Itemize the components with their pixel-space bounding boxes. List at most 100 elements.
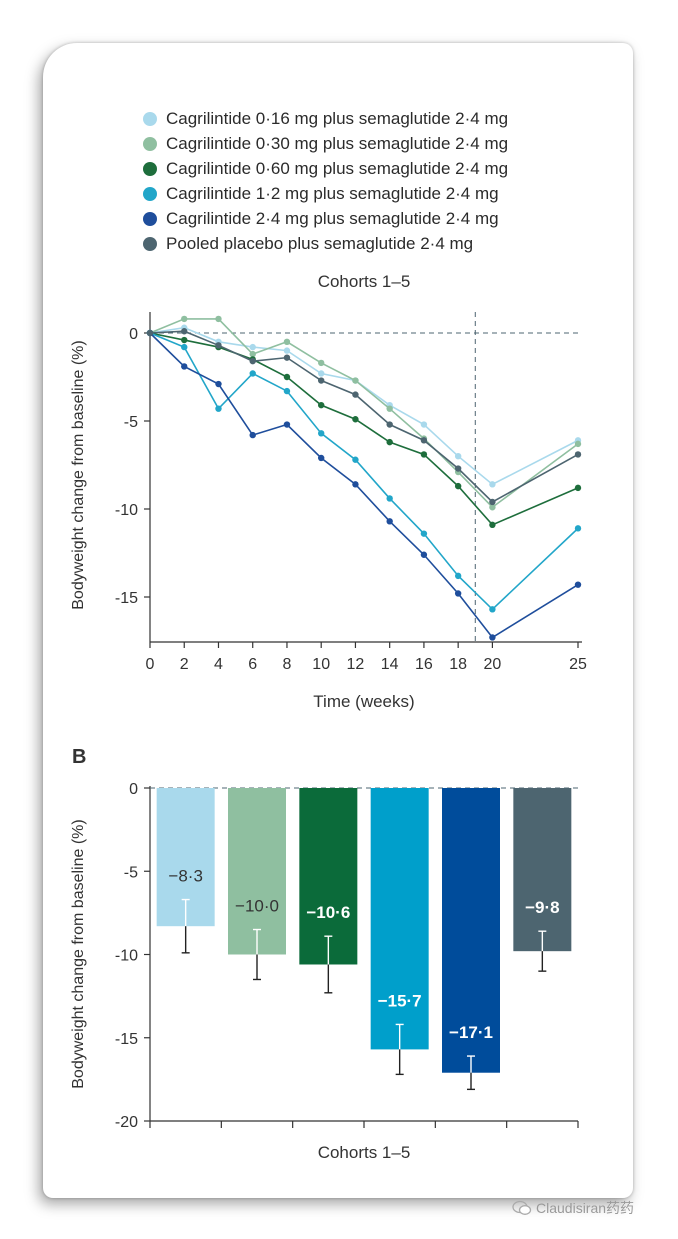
panel-a-plot: 0 -5 -10 -15 0 2 4 6 8 10 12 14 16 18 20 25 — [115, 312, 587, 673]
series-line — [149, 332, 579, 639]
data-point — [489, 481, 496, 488]
data-point — [574, 525, 582, 532]
x-tick-label: 12 — [347, 656, 365, 673]
x-tick-label: 8 — [283, 656, 292, 673]
data-point — [420, 551, 428, 558]
legend-label: Cagrilintide 0·60 mg plus semaglutide 2·… — [166, 158, 509, 178]
series-line — [149, 318, 579, 509]
panel-b-xlabel: Cohorts 1–5 — [318, 1143, 411, 1162]
data-point — [420, 530, 428, 537]
legend-marker — [143, 111, 157, 126]
data-point — [249, 350, 256, 358]
data-point — [283, 347, 291, 354]
x-tick-label: 20 — [484, 656, 502, 673]
data-point — [386, 518, 393, 525]
y-tick-label: 0 — [129, 326, 138, 343]
x-tick-label: 10 — [312, 656, 330, 673]
legend-label: Pooled placebo plus semaglutide 2·4 mg — [166, 233, 474, 253]
x-tick-label: 16 — [415, 656, 433, 673]
series-line — [149, 332, 579, 611]
x-tick-label: 0 — [146, 656, 155, 673]
watermark: Claudisiran药药 — [512, 1198, 634, 1218]
data-point — [386, 405, 393, 412]
legend-item: Cagrilintide 0·16 mg plus semaglutide 2·… — [143, 106, 508, 131]
data-point — [352, 456, 359, 463]
data-point — [489, 498, 496, 506]
data-point — [574, 451, 582, 458]
data-point — [574, 581, 582, 588]
bar-value-label: −10·6 — [306, 903, 350, 922]
data-point — [181, 363, 188, 370]
data-point — [283, 387, 291, 395]
data-point — [318, 454, 325, 462]
panel-b-plot: 0 -5 -10 -15 -20 −8·3 −10·0 −10·6 −15·7 −17·1 −9·8 — [115, 781, 579, 1131]
x-tick-label: 14 — [381, 656, 399, 673]
bar — [228, 788, 286, 955]
watermark-text: Claudisiran药药 — [536, 1200, 635, 1216]
legend-marker — [143, 136, 157, 151]
y-tick-label: 0 — [129, 781, 138, 798]
data-point — [283, 373, 291, 381]
data-point — [249, 431, 256, 439]
data-point — [215, 380, 222, 388]
data-point — [352, 416, 359, 423]
legend-label: Cagrilintide 0·30 mg plus semaglutide 2·… — [166, 133, 509, 153]
series-line — [149, 332, 579, 526]
x-tick-label: 2 — [180, 656, 189, 673]
data-point — [454, 453, 462, 460]
data-point — [215, 315, 222, 323]
data-point — [420, 437, 428, 444]
y-tick-label: -10 — [115, 948, 138, 965]
x-tick-label: 25 — [569, 656, 587, 673]
bar-value-label: −8·3 — [168, 867, 203, 886]
data-point — [454, 572, 462, 580]
wechat-icon — [512, 1200, 532, 1215]
x-tick-label: 4 — [214, 656, 223, 673]
bar-value-label: −10·0 — [235, 897, 279, 916]
chart-legend: Cagrilintide 0·16 mg plus semaglutide 2·… — [143, 106, 508, 256]
data-point — [249, 343, 256, 351]
y-tick-label: -20 — [115, 1114, 138, 1131]
legend-item: Cagrilintide 0·60 mg plus semaglutide 2·… — [143, 156, 508, 181]
data-point — [283, 421, 291, 428]
data-point — [420, 451, 428, 458]
bar — [442, 788, 500, 1073]
panel-a-xlabel: Time (weeks) — [313, 692, 414, 711]
data-point — [249, 370, 256, 377]
data-point — [386, 421, 393, 428]
y-tick-label: -10 — [115, 502, 138, 519]
data-point — [420, 421, 428, 428]
data-point — [574, 440, 582, 448]
data-point — [352, 481, 359, 488]
bar — [370, 788, 429, 1050]
data-point — [318, 401, 325, 409]
data-point — [249, 357, 256, 365]
data-point — [454, 465, 462, 472]
data-point — [574, 484, 582, 492]
data-point — [283, 338, 291, 345]
data-point — [215, 405, 222, 412]
data-point — [352, 377, 359, 384]
legend-label: Cagrilintide 0·16 mg plus semaglutide 2·… — [166, 108, 509, 128]
data-point — [489, 521, 496, 529]
data-point — [489, 606, 496, 613]
bar-value-label: −15·7 — [378, 991, 422, 1010]
legend-marker — [143, 161, 157, 176]
legend-item: Cagrilintide 2·4 mg plus semaglutide 2·4… — [143, 206, 508, 231]
data-point — [386, 438, 393, 446]
figure-card — [43, 43, 633, 1198]
legend-marker — [143, 211, 157, 226]
data-point — [318, 377, 325, 384]
bar — [513, 788, 572, 952]
legend-item: Cagrilintide 0·30 mg plus semaglutide 2·… — [143, 131, 508, 156]
x-tick-label: 18 — [449, 656, 467, 673]
data-point — [181, 315, 188, 323]
legend-label: Cagrilintide 1·2 mg plus semaglutide 2·4… — [166, 183, 499, 203]
legend-label: Cagrilintide 2·4 mg plus semaglutide 2·4… — [166, 208, 499, 228]
data-point — [454, 590, 462, 597]
data-point — [318, 430, 325, 437]
series-line — [149, 326, 579, 486]
panel-b-label: B — [72, 746, 86, 768]
panel-a-title: Cohorts 1–5 — [318, 272, 411, 291]
